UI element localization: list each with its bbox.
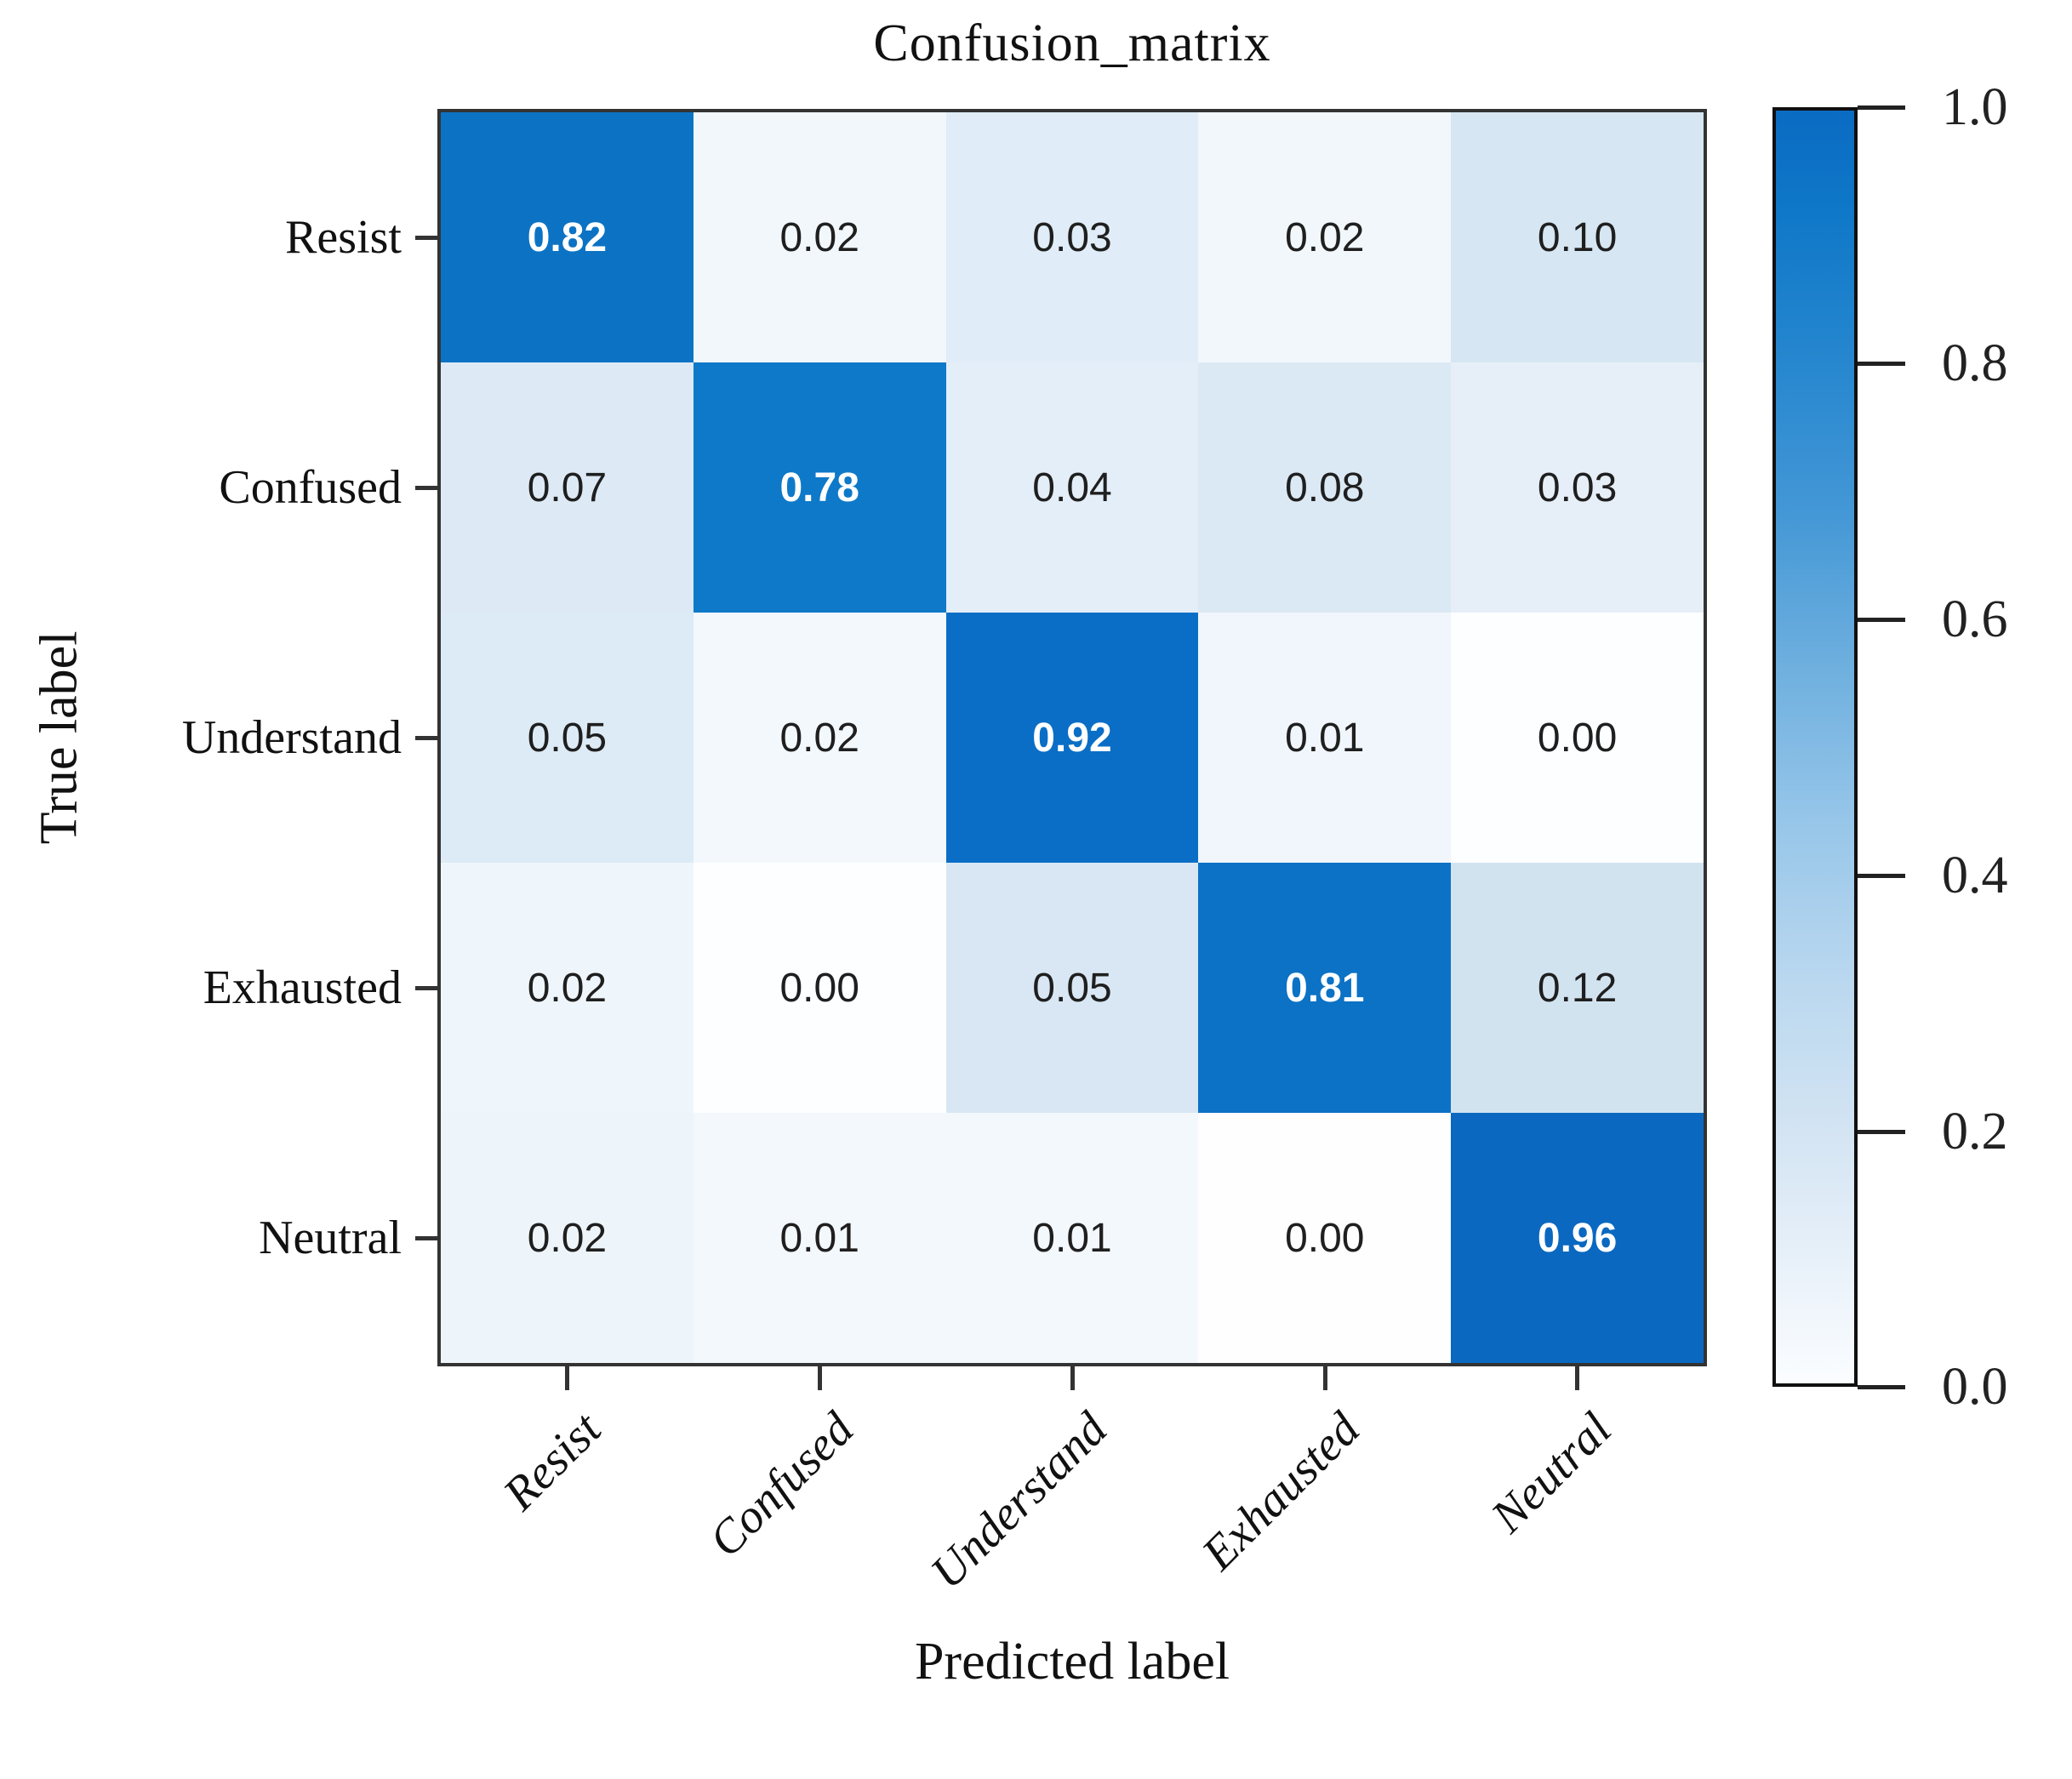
y-axis-tick-label: Confused	[219, 461, 402, 514]
heatmap-cell: 0.07	[441, 362, 694, 613]
x-axis-tick-label: Understand	[920, 1402, 1117, 1599]
x-axis-tick	[1575, 1366, 1579, 1390]
heatmap-cell: 0.05	[945, 863, 1199, 1113]
x-axis-tick	[1070, 1366, 1075, 1390]
heatmap-cell: 0.82	[441, 112, 694, 362]
colorbar-tick	[1858, 618, 1905, 622]
y-axis-tick	[415, 986, 437, 990]
y-axis-tick	[415, 236, 437, 240]
y-axis-tick-label: Understand	[181, 711, 402, 764]
x-axis-tick	[1323, 1366, 1327, 1390]
heatmap-cell: 0.96	[1451, 1113, 1704, 1363]
heatmap-cell: 0.05	[441, 613, 694, 863]
colorbar-tick	[1858, 1385, 1905, 1389]
heatmap-cell: 0.02	[693, 613, 946, 863]
x-axis-title: Predicted label	[914, 1633, 1230, 1691]
heatmap-grid: 0.82 0.02 0.03 0.02 0.10 0.07 0.78 0.04 0.08 0.03…	[437, 109, 1707, 1366]
heatmap-cell: 0.78	[693, 362, 946, 613]
colorbar-tick-label: 0.8	[1942, 334, 2008, 392]
heatmap-cell: 0.03	[945, 112, 1199, 362]
y-axis-tick-label: Exhausted	[203, 961, 402, 1014]
x-axis-tick	[818, 1366, 822, 1390]
colorbar-tick	[1858, 362, 1905, 366]
colorbar-tick-label: 0.6	[1942, 590, 2008, 648]
colorbar	[1772, 107, 1858, 1387]
y-axis-tick	[415, 486, 437, 490]
heatmap-cell: 0.03	[1451, 362, 1704, 613]
y-axis-tick-label: Neutral	[259, 1212, 402, 1264]
heatmap-cell: 0.02	[441, 1113, 694, 1363]
heatmap-cell: 0.92	[945, 613, 1199, 863]
heatmap-cell: 0.00	[1451, 613, 1704, 863]
heatmap-cell: 0.04	[945, 362, 1199, 613]
colorbar-tick-label: 1.0	[1942, 78, 2008, 136]
heatmap-cell: 0.00	[693, 863, 946, 1113]
y-axis-tick-label: Resist	[285, 211, 402, 264]
colorbar-tick	[1858, 874, 1905, 878]
colorbar-tick-label: 0.4	[1942, 847, 2008, 904]
chart-title: Confusion_matrix	[873, 14, 1271, 72]
x-axis-tick-label: Resist	[494, 1402, 612, 1521]
heatmap-cell: 0.01	[693, 1113, 946, 1363]
heatmap-cell: 0.01	[945, 1113, 1199, 1363]
y-axis-tick	[415, 736, 437, 740]
y-axis-tick	[415, 1236, 437, 1240]
heatmap-cell: 0.02	[693, 112, 946, 362]
x-axis-tick-label: Confused	[699, 1402, 865, 1568]
colorbar-tick	[1858, 105, 1905, 110]
colorbar-tick-label: 0.2	[1942, 1103, 2008, 1160]
heatmap-cell: 0.02	[1198, 112, 1452, 362]
x-axis-tick-label: Neutral	[1481, 1402, 1622, 1543]
heatmap-cell: 0.08	[1198, 362, 1452, 613]
heatmap-cell: 0.00	[1198, 1113, 1452, 1363]
heatmap-cell: 0.01	[1198, 613, 1452, 863]
heatmap-cell: 0.10	[1451, 112, 1704, 362]
heatmap-cell: 0.02	[441, 863, 694, 1113]
colorbar-tick	[1858, 1130, 1905, 1134]
heatmap-cell: 0.12	[1451, 863, 1704, 1113]
x-axis-tick	[565, 1366, 569, 1390]
x-axis-tick-label: Exhausted	[1191, 1402, 1370, 1581]
heatmap-cell: 0.81	[1198, 863, 1452, 1113]
colorbar-tick-label: 0.0	[1942, 1358, 2008, 1416]
